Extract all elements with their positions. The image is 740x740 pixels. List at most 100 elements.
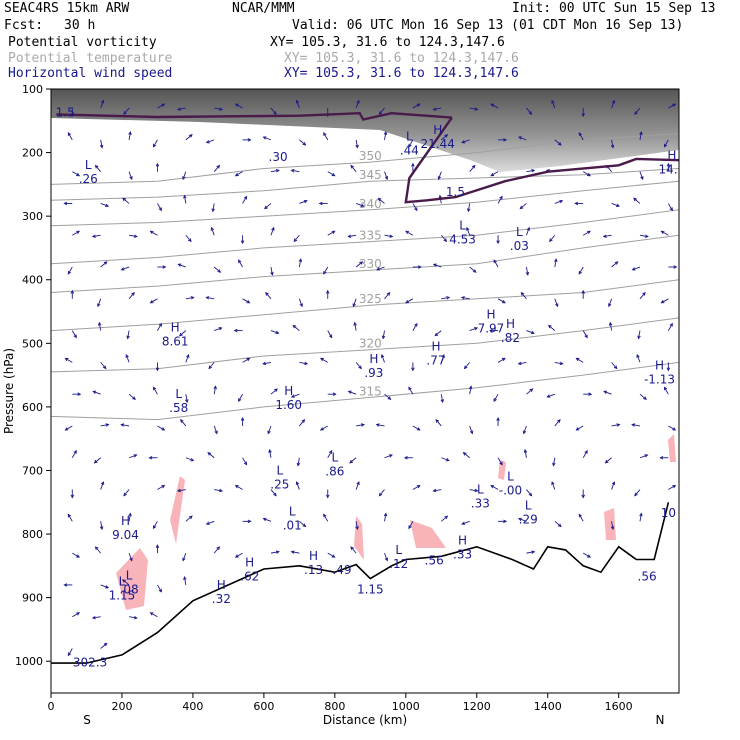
wind-vector xyxy=(611,139,614,148)
wind-vector-head xyxy=(207,451,212,456)
wind-vector xyxy=(548,325,556,331)
theta-contour-label: 340 xyxy=(359,197,382,211)
wind-vector-head xyxy=(353,321,357,326)
wind-vector-head xyxy=(325,289,330,294)
wind-vector-head xyxy=(559,199,564,204)
wind-vector-head xyxy=(120,267,125,271)
extremum-value: .44 xyxy=(400,144,419,158)
wind-vector-head xyxy=(105,423,110,427)
wind-vector-head xyxy=(99,144,104,149)
wind-vector-head xyxy=(155,367,160,372)
wind-vector-head xyxy=(461,140,466,144)
wind-vector xyxy=(327,552,335,558)
wind-vector-head xyxy=(414,322,418,327)
wind-vector-head xyxy=(234,484,239,489)
wind-vector-head xyxy=(434,332,439,337)
wind-vector xyxy=(526,489,532,496)
wind-vector-head xyxy=(262,361,267,366)
wind-vector xyxy=(183,195,187,204)
wind-vector xyxy=(213,266,221,273)
extremum-value: 14.3 xyxy=(659,163,686,177)
y-tick-label: 500 xyxy=(22,337,43,350)
wind-vector-head xyxy=(122,579,126,583)
wind-vector xyxy=(327,450,333,458)
wind-vector-head xyxy=(262,517,267,522)
wind-vector-head xyxy=(162,265,167,269)
wind-vector-head xyxy=(551,99,555,104)
extremum-value: .33 xyxy=(471,496,490,510)
wind-vector xyxy=(412,323,418,331)
extremum-marker-high: H xyxy=(506,317,515,331)
wind-vector xyxy=(348,234,357,238)
wind-vector-head xyxy=(531,168,536,173)
wind-vector xyxy=(381,354,385,363)
wind-vector-head xyxy=(469,430,474,435)
wind-vector-head xyxy=(522,430,527,435)
wind-vector xyxy=(355,362,362,369)
wind-vector-head xyxy=(587,230,591,234)
wind-vector-head xyxy=(389,454,393,458)
wind-vector-head xyxy=(103,642,108,647)
y-tick-label: 400 xyxy=(22,274,43,287)
theta-contour-345 xyxy=(51,168,679,201)
wind-vector-head xyxy=(76,230,81,234)
wind-vector xyxy=(408,139,414,148)
wind-vector-head xyxy=(188,238,192,243)
wind-vector xyxy=(469,327,478,332)
wind-vector xyxy=(270,266,273,275)
wind-vector xyxy=(157,323,162,331)
wind-vector-head xyxy=(616,423,621,427)
wind-vector-head xyxy=(274,388,278,392)
wind-vector xyxy=(634,107,641,115)
wind-vector-head xyxy=(530,330,535,335)
wind-vector xyxy=(100,424,109,427)
wind-vector-head xyxy=(350,164,354,169)
wind-vector xyxy=(384,292,391,300)
wind-vector xyxy=(270,227,275,236)
wind-vector xyxy=(213,425,218,434)
wind-vector-head xyxy=(208,365,212,370)
wind-vector-head xyxy=(238,259,242,264)
extremum-marker-low: L xyxy=(507,470,514,484)
wind-vector xyxy=(438,171,442,180)
wind-vector-head xyxy=(100,481,105,486)
wind-vector xyxy=(100,100,104,109)
extremum-value: .82 xyxy=(501,331,520,345)
wind-vector xyxy=(296,481,300,490)
wind-vector-head xyxy=(520,291,525,296)
wind-vector xyxy=(269,449,272,458)
wind-vector-head xyxy=(377,197,382,202)
wind-vector xyxy=(323,132,329,141)
wind-vector-head xyxy=(581,113,585,118)
extremum-marker-high: H xyxy=(458,533,467,547)
wind-vector-head xyxy=(471,164,476,169)
wind-vector-head xyxy=(636,353,640,358)
field-wind-xy: XY= 105.3, 31.6 to 124.3,147.6 xyxy=(284,66,519,81)
x-tick-label: 1000 xyxy=(392,700,420,713)
wind-vector-head xyxy=(240,240,245,245)
wind-vector-head xyxy=(123,492,127,497)
wind-vector xyxy=(98,322,102,331)
wind-vector-head xyxy=(129,557,133,562)
wind-vector-head xyxy=(578,132,582,136)
extremum-value: 4.53 xyxy=(449,233,476,247)
wind-vector-head xyxy=(499,195,503,200)
field-pv-xy: XY= 105.3, 31.6 to 124.3,147.6 xyxy=(270,35,505,50)
wind-vector-head xyxy=(267,430,271,435)
wind-vector-head xyxy=(640,176,644,181)
wind-vector-head xyxy=(376,267,381,271)
wind-vector-head xyxy=(378,492,383,497)
wind-vector-head xyxy=(77,392,82,396)
wind-vector-head xyxy=(631,267,636,271)
wind-vector xyxy=(554,298,558,307)
wind-vector-head xyxy=(205,521,210,525)
wind-vector-head xyxy=(92,390,97,394)
wind-vector-head xyxy=(152,143,157,148)
wind-vector xyxy=(493,393,499,402)
wind-vector-head xyxy=(642,291,646,296)
wind-vector xyxy=(384,131,387,140)
wind-vector-head xyxy=(126,335,130,340)
extremum-marker-high: H xyxy=(433,123,442,137)
wind-vector xyxy=(157,584,162,593)
